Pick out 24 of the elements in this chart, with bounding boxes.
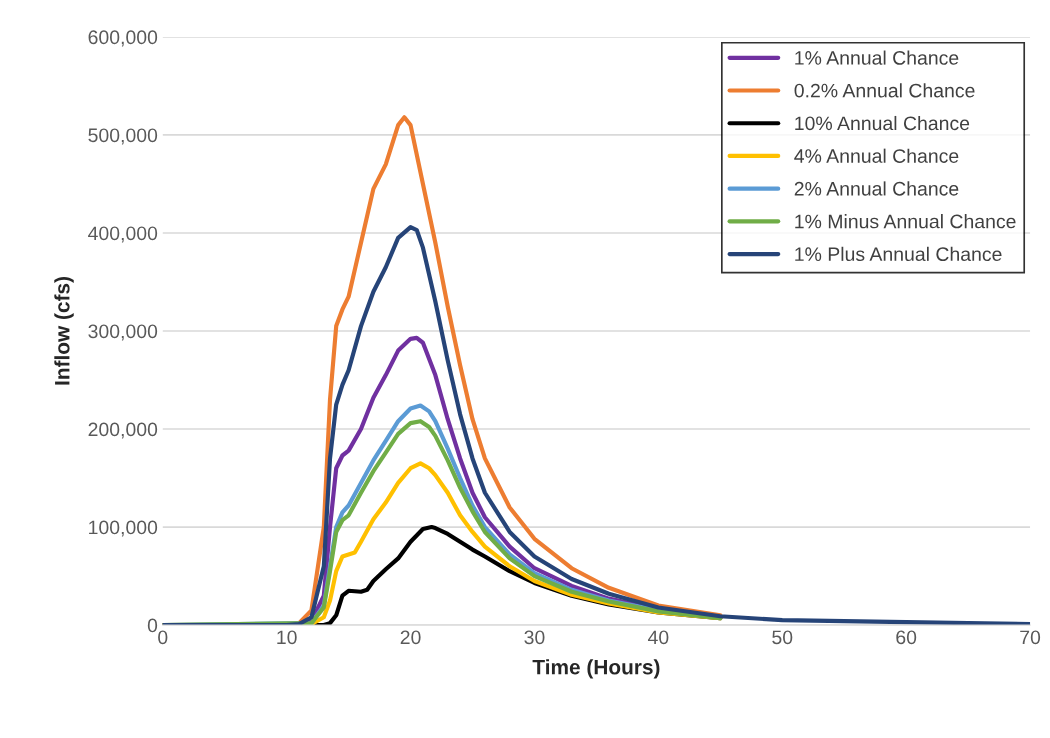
- x-tick-label: 50: [772, 630, 793, 645]
- x-axis-title: Time (Hours): [532, 659, 660, 679]
- x-tick-label: 10: [277, 630, 297, 645]
- y-tick-label: 100,000: [89, 520, 158, 537]
- x-tick-label: 60: [896, 630, 917, 645]
- legend-label: 1% Minus Annual Chance: [795, 214, 1016, 229]
- x-tick-label: 30: [524, 630, 545, 645]
- legend-label: 4% Annual Chance: [794, 148, 959, 163]
- legend-label: 2% Annual Chance: [794, 181, 959, 196]
- y-tick-label: 600,000: [88, 30, 158, 47]
- legend-label: 0.2% Annual Chance: [794, 83, 975, 98]
- y-tick-label: 400,000: [88, 226, 158, 243]
- y-tick-label: 300,000: [88, 324, 158, 341]
- y-tick-label: 500,000: [88, 128, 158, 145]
- legend-label: 10% Annual Chance: [795, 115, 970, 131]
- x-tick-label: 70: [1020, 630, 1041, 645]
- legend-label: 1% Plus Annual Chance: [795, 246, 1002, 262]
- legend-label: 1% Annual Chance: [795, 50, 959, 65]
- y-axis-title: Inflow (cfs): [54, 277, 74, 385]
- y-tick-label: 0: [147, 618, 158, 633]
- x-tick-label: 0: [158, 630, 168, 645]
- y-tick-label: 200,000: [88, 422, 158, 439]
- x-tick-label: 20: [400, 630, 421, 645]
- x-tick-label: 40: [647, 630, 669, 645]
